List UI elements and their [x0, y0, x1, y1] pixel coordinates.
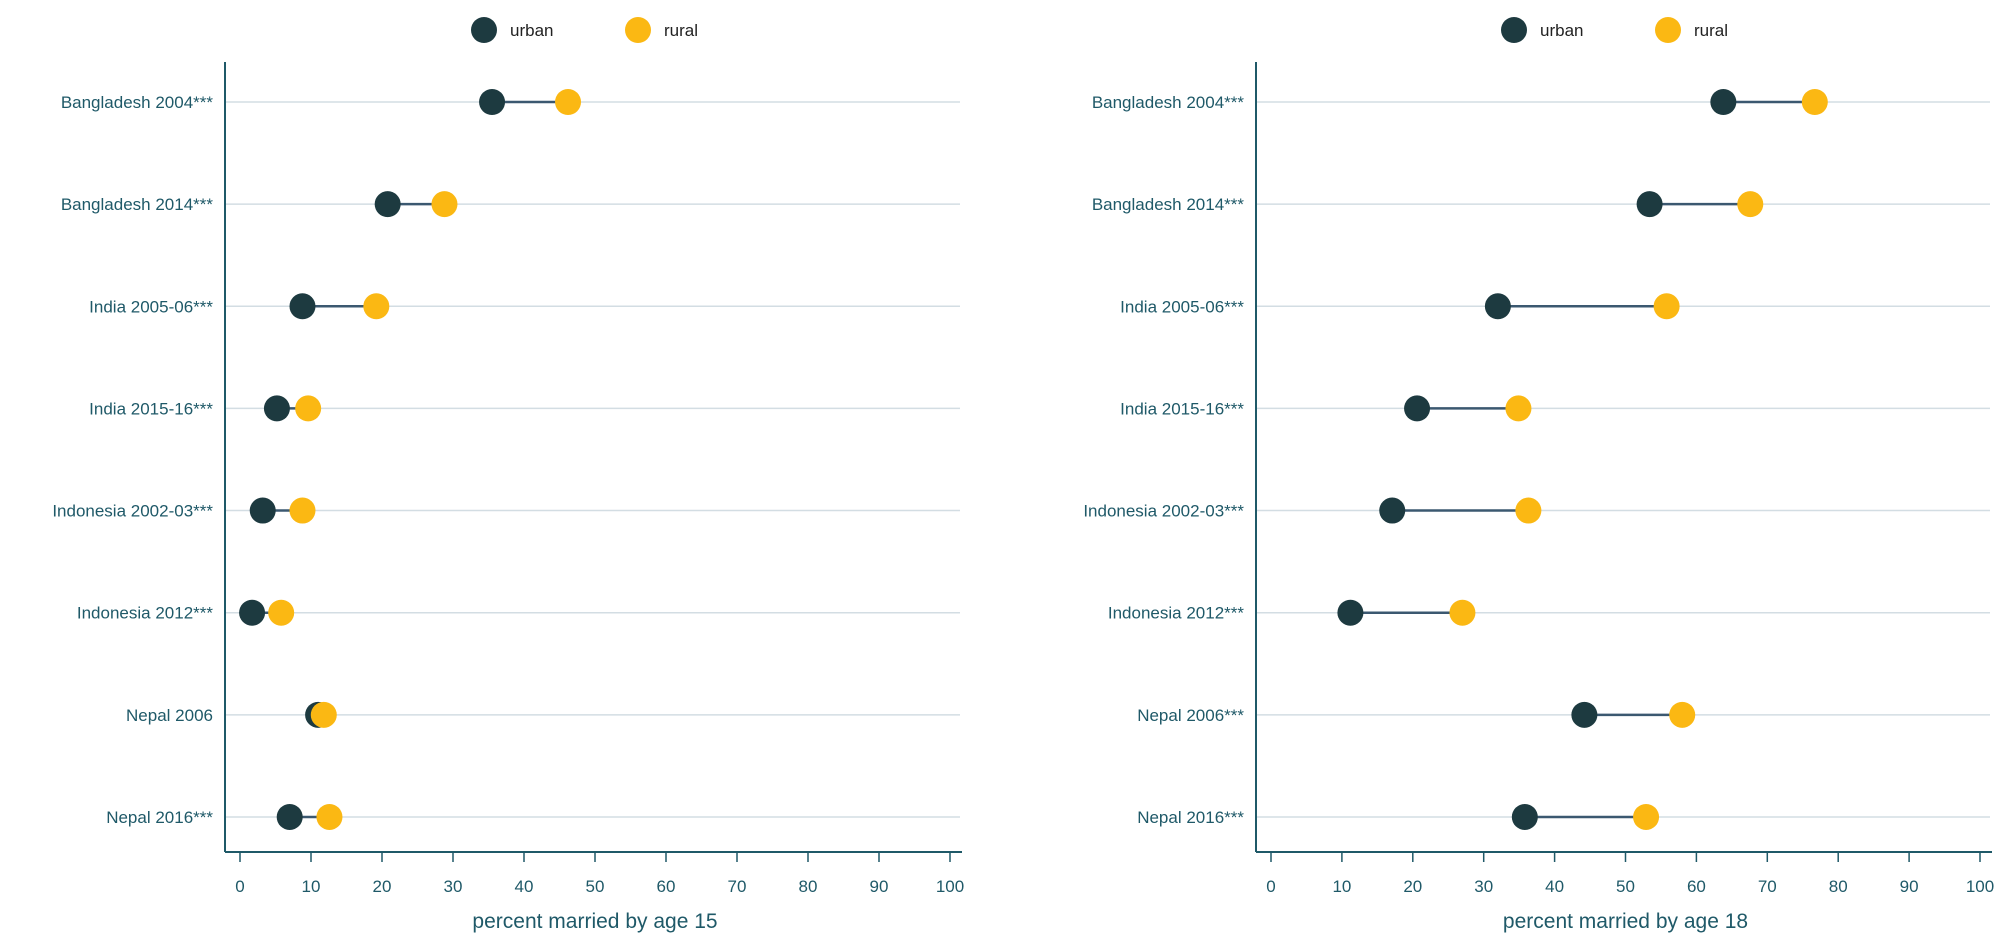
category-label: Bangladesh 2004*** [61, 93, 214, 112]
rural-point [1515, 497, 1542, 524]
urban-point [289, 293, 316, 320]
legend-label-rural: rural [1694, 21, 1728, 40]
rural-point [363, 293, 390, 320]
x-tick-label: 90 [1900, 877, 1919, 896]
x-axis-title: percent married by age 15 [472, 910, 717, 933]
category-label: Indonesia 2012*** [77, 604, 214, 623]
rural-point [1801, 89, 1828, 115]
urban-point [1511, 803, 1538, 830]
category-label: Nepal 2016*** [106, 808, 213, 827]
urban-point [1571, 701, 1598, 728]
rural-point [1653, 293, 1680, 320]
urban-point [1710, 89, 1737, 115]
x-tick-label: 20 [1403, 877, 1422, 896]
urban-point [276, 803, 303, 830]
legend-label-urban: urban [510, 21, 553, 40]
x-tick-label: 60 [657, 877, 676, 896]
x-tick-label: 10 [1332, 877, 1351, 896]
urban-point [239, 599, 266, 626]
rural-point [295, 395, 322, 422]
category-label: Nepal 2006 [126, 706, 213, 725]
rural-point [1449, 599, 1476, 626]
category-label: Indonesia 2002-03*** [52, 502, 213, 521]
category-label: Bangladesh 2014*** [1092, 195, 1245, 214]
urban-point [374, 191, 401, 218]
x-tick-label: 70 [728, 877, 747, 896]
x-tick-label: 10 [302, 877, 321, 896]
x-tick-label: 30 [1474, 877, 1493, 896]
legend-label-urban: urban [1540, 21, 1583, 40]
category-label: India 2015-16*** [1120, 399, 1244, 418]
x-tick-label: 80 [1829, 877, 1848, 896]
rural-point [268, 599, 295, 626]
x-tick-label: 40 [515, 877, 534, 896]
category-label: India 2005-06*** [89, 297, 213, 316]
x-tick-label: 80 [799, 877, 818, 896]
x-tick-label: 60 [1687, 877, 1706, 896]
rural-point [1737, 191, 1764, 218]
rural-point [1505, 395, 1532, 422]
category-label: Nepal 2016*** [1137, 808, 1244, 827]
x-tick-label: 0 [235, 877, 244, 896]
category-label: Bangladesh 2014*** [61, 195, 214, 214]
category-label: Nepal 2006*** [1137, 706, 1244, 725]
rural-point [555, 89, 582, 115]
urban-point [1636, 191, 1663, 218]
legend-marker-urban [471, 17, 497, 43]
urban-point [1337, 599, 1364, 626]
urban-point [263, 395, 290, 422]
urban-point [249, 497, 276, 524]
x-tick-label: 30 [444, 877, 463, 896]
category-label: Indonesia 2012*** [1108, 604, 1245, 623]
x-tick-label: 70 [1758, 877, 1777, 896]
rural-point [1633, 803, 1660, 830]
x-tick-label: 50 [1616, 877, 1635, 896]
urban-point [479, 89, 506, 115]
x-tick-label: 100 [1966, 877, 1994, 896]
category-label: Bangladesh 2004*** [1092, 93, 1245, 112]
x-tick-label: 40 [1545, 877, 1564, 896]
x-tick-label: 0 [1266, 877, 1275, 896]
legend-marker-urban [1501, 17, 1527, 43]
category-label: India 2015-16*** [89, 399, 213, 418]
legend-marker-rural [625, 17, 651, 43]
legend-marker-rural [1655, 17, 1681, 43]
urban-point [1379, 497, 1406, 524]
legend-label-rural: rural [664, 21, 698, 40]
rural-point [289, 497, 316, 524]
rural-point [310, 701, 337, 728]
x-tick-label: 20 [373, 877, 392, 896]
rural-point [431, 191, 458, 218]
rural-point [1669, 701, 1696, 728]
category-label: Indonesia 2002-03*** [1083, 502, 1244, 521]
x-axis-title: percent married by age 18 [1503, 910, 1748, 933]
urban-point [1404, 395, 1431, 422]
x-tick-label: 100 [936, 877, 964, 896]
x-tick-label: 90 [870, 877, 889, 896]
x-tick-label: 50 [586, 877, 605, 896]
rural-point [316, 803, 343, 830]
category-label: India 2005-06*** [1120, 297, 1244, 316]
urban-point [1484, 293, 1511, 320]
